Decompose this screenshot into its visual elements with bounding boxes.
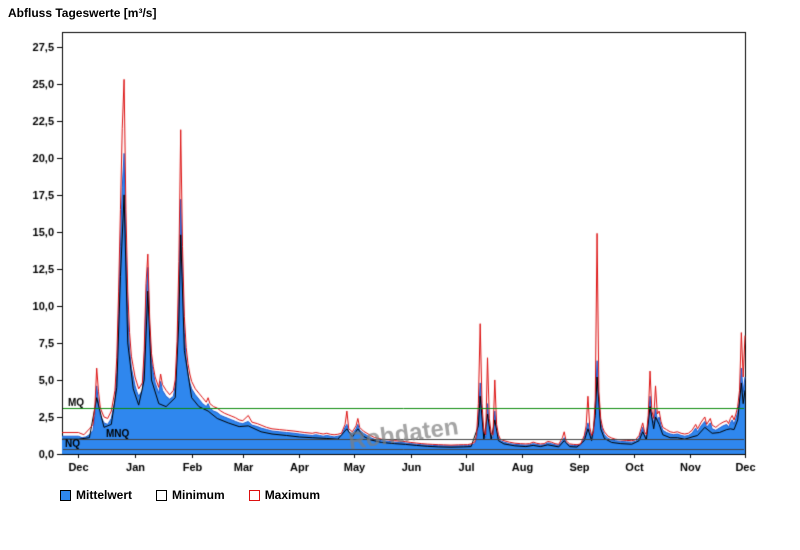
legend-label: Maximum [264, 488, 321, 502]
chart-legend: Mittelwert Minimum Maximum [60, 488, 334, 502]
legend-item-maximum: Maximum [248, 488, 321, 502]
legend-item-minimum: Minimum [156, 488, 225, 502]
discharge-chart-canvas [0, 22, 800, 482]
legend-label: Mittelwert [76, 488, 133, 502]
legend-item-mittelwert: Mittelwert [60, 488, 132, 502]
page-title: Abfluss Tageswerte [m³/s] [8, 6, 157, 20]
legend-swatch-icon [248, 489, 260, 501]
legend-label: Minimum [172, 488, 225, 502]
legend-swatch-icon [60, 489, 71, 501]
legend-swatch-icon [156, 489, 168, 501]
